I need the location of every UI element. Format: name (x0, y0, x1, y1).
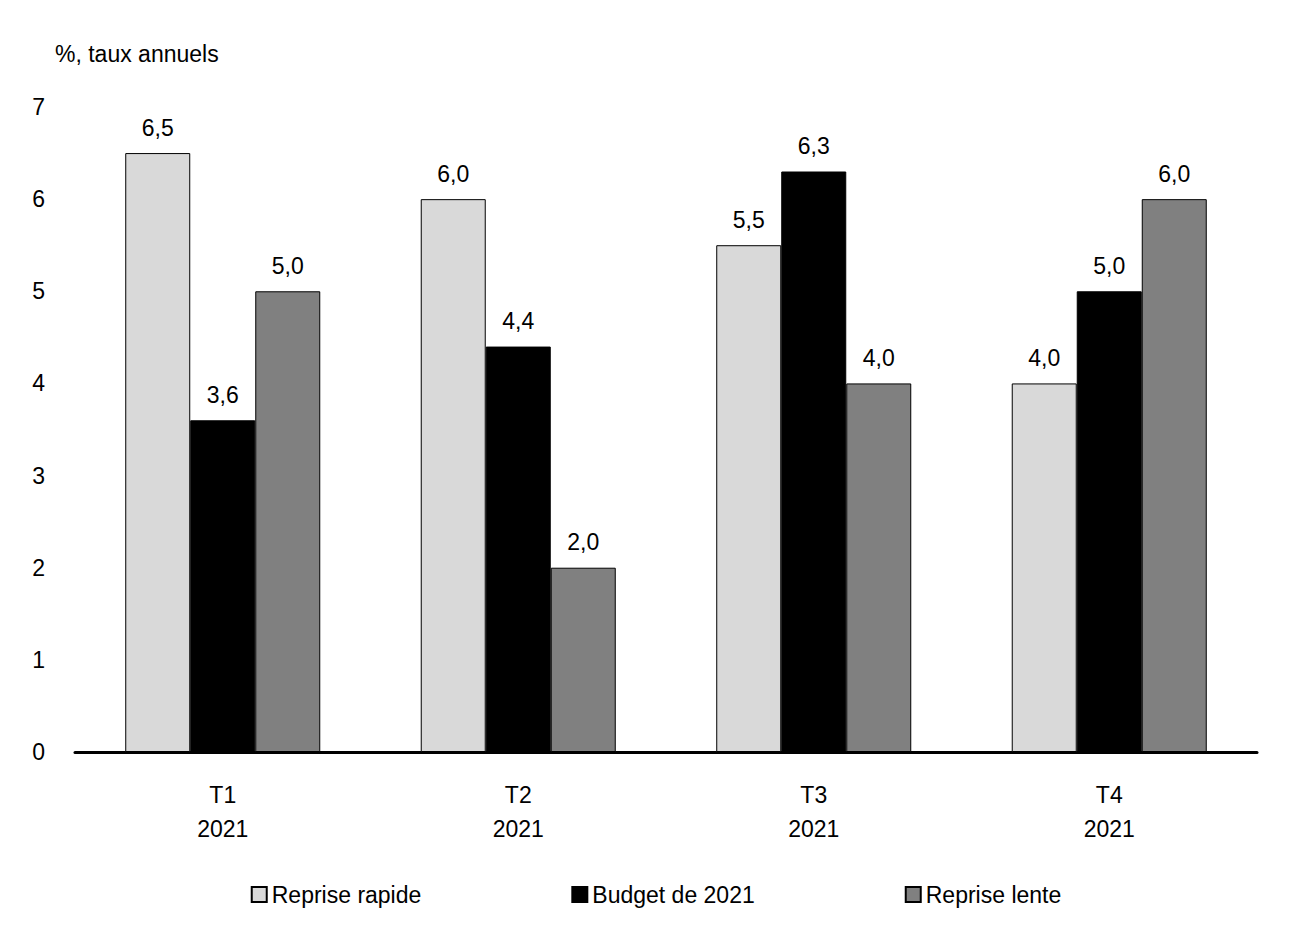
svg-text:Reprise lente: Reprise lente (926, 882, 1062, 908)
svg-text:T1: T1 (209, 782, 236, 808)
svg-text:2021: 2021 (788, 816, 839, 842)
svg-text:5,0: 5,0 (1093, 253, 1125, 279)
svg-text:6,3: 6,3 (798, 133, 830, 159)
svg-text:5,5: 5,5 (733, 207, 765, 233)
svg-text:3,6: 3,6 (207, 382, 239, 408)
svg-text:Reprise rapide: Reprise rapide (272, 882, 422, 908)
svg-text:2: 2 (32, 555, 45, 581)
svg-text:6,5: 6,5 (142, 115, 174, 141)
svg-text:5: 5 (32, 278, 45, 304)
svg-text:%, taux annuels: %, taux annuels (55, 41, 219, 67)
svg-text:2021: 2021 (197, 816, 248, 842)
svg-text:4,0: 4,0 (1028, 345, 1060, 371)
svg-text:2021: 2021 (1084, 816, 1135, 842)
svg-text:7: 7 (32, 94, 45, 120)
svg-text:4: 4 (32, 370, 45, 396)
svg-text:4,0: 4,0 (863, 345, 895, 371)
svg-text:0: 0 (32, 739, 45, 765)
svg-text:6,0: 6,0 (1158, 161, 1190, 187)
svg-text:5,0: 5,0 (272, 253, 304, 279)
svg-text:T2: T2 (505, 782, 532, 808)
svg-text:T4: T4 (1096, 782, 1123, 808)
svg-text:6: 6 (32, 186, 45, 212)
svg-text:T3: T3 (800, 782, 827, 808)
svg-text:3: 3 (32, 463, 45, 489)
svg-text:Budget de 2021: Budget de 2021 (592, 882, 754, 908)
svg-text:2021: 2021 (493, 816, 544, 842)
svg-text:4,4: 4,4 (502, 308, 534, 334)
svg-text:1: 1 (32, 647, 45, 673)
svg-text:6,0: 6,0 (437, 161, 469, 187)
svg-text:2,0: 2,0 (567, 529, 599, 555)
